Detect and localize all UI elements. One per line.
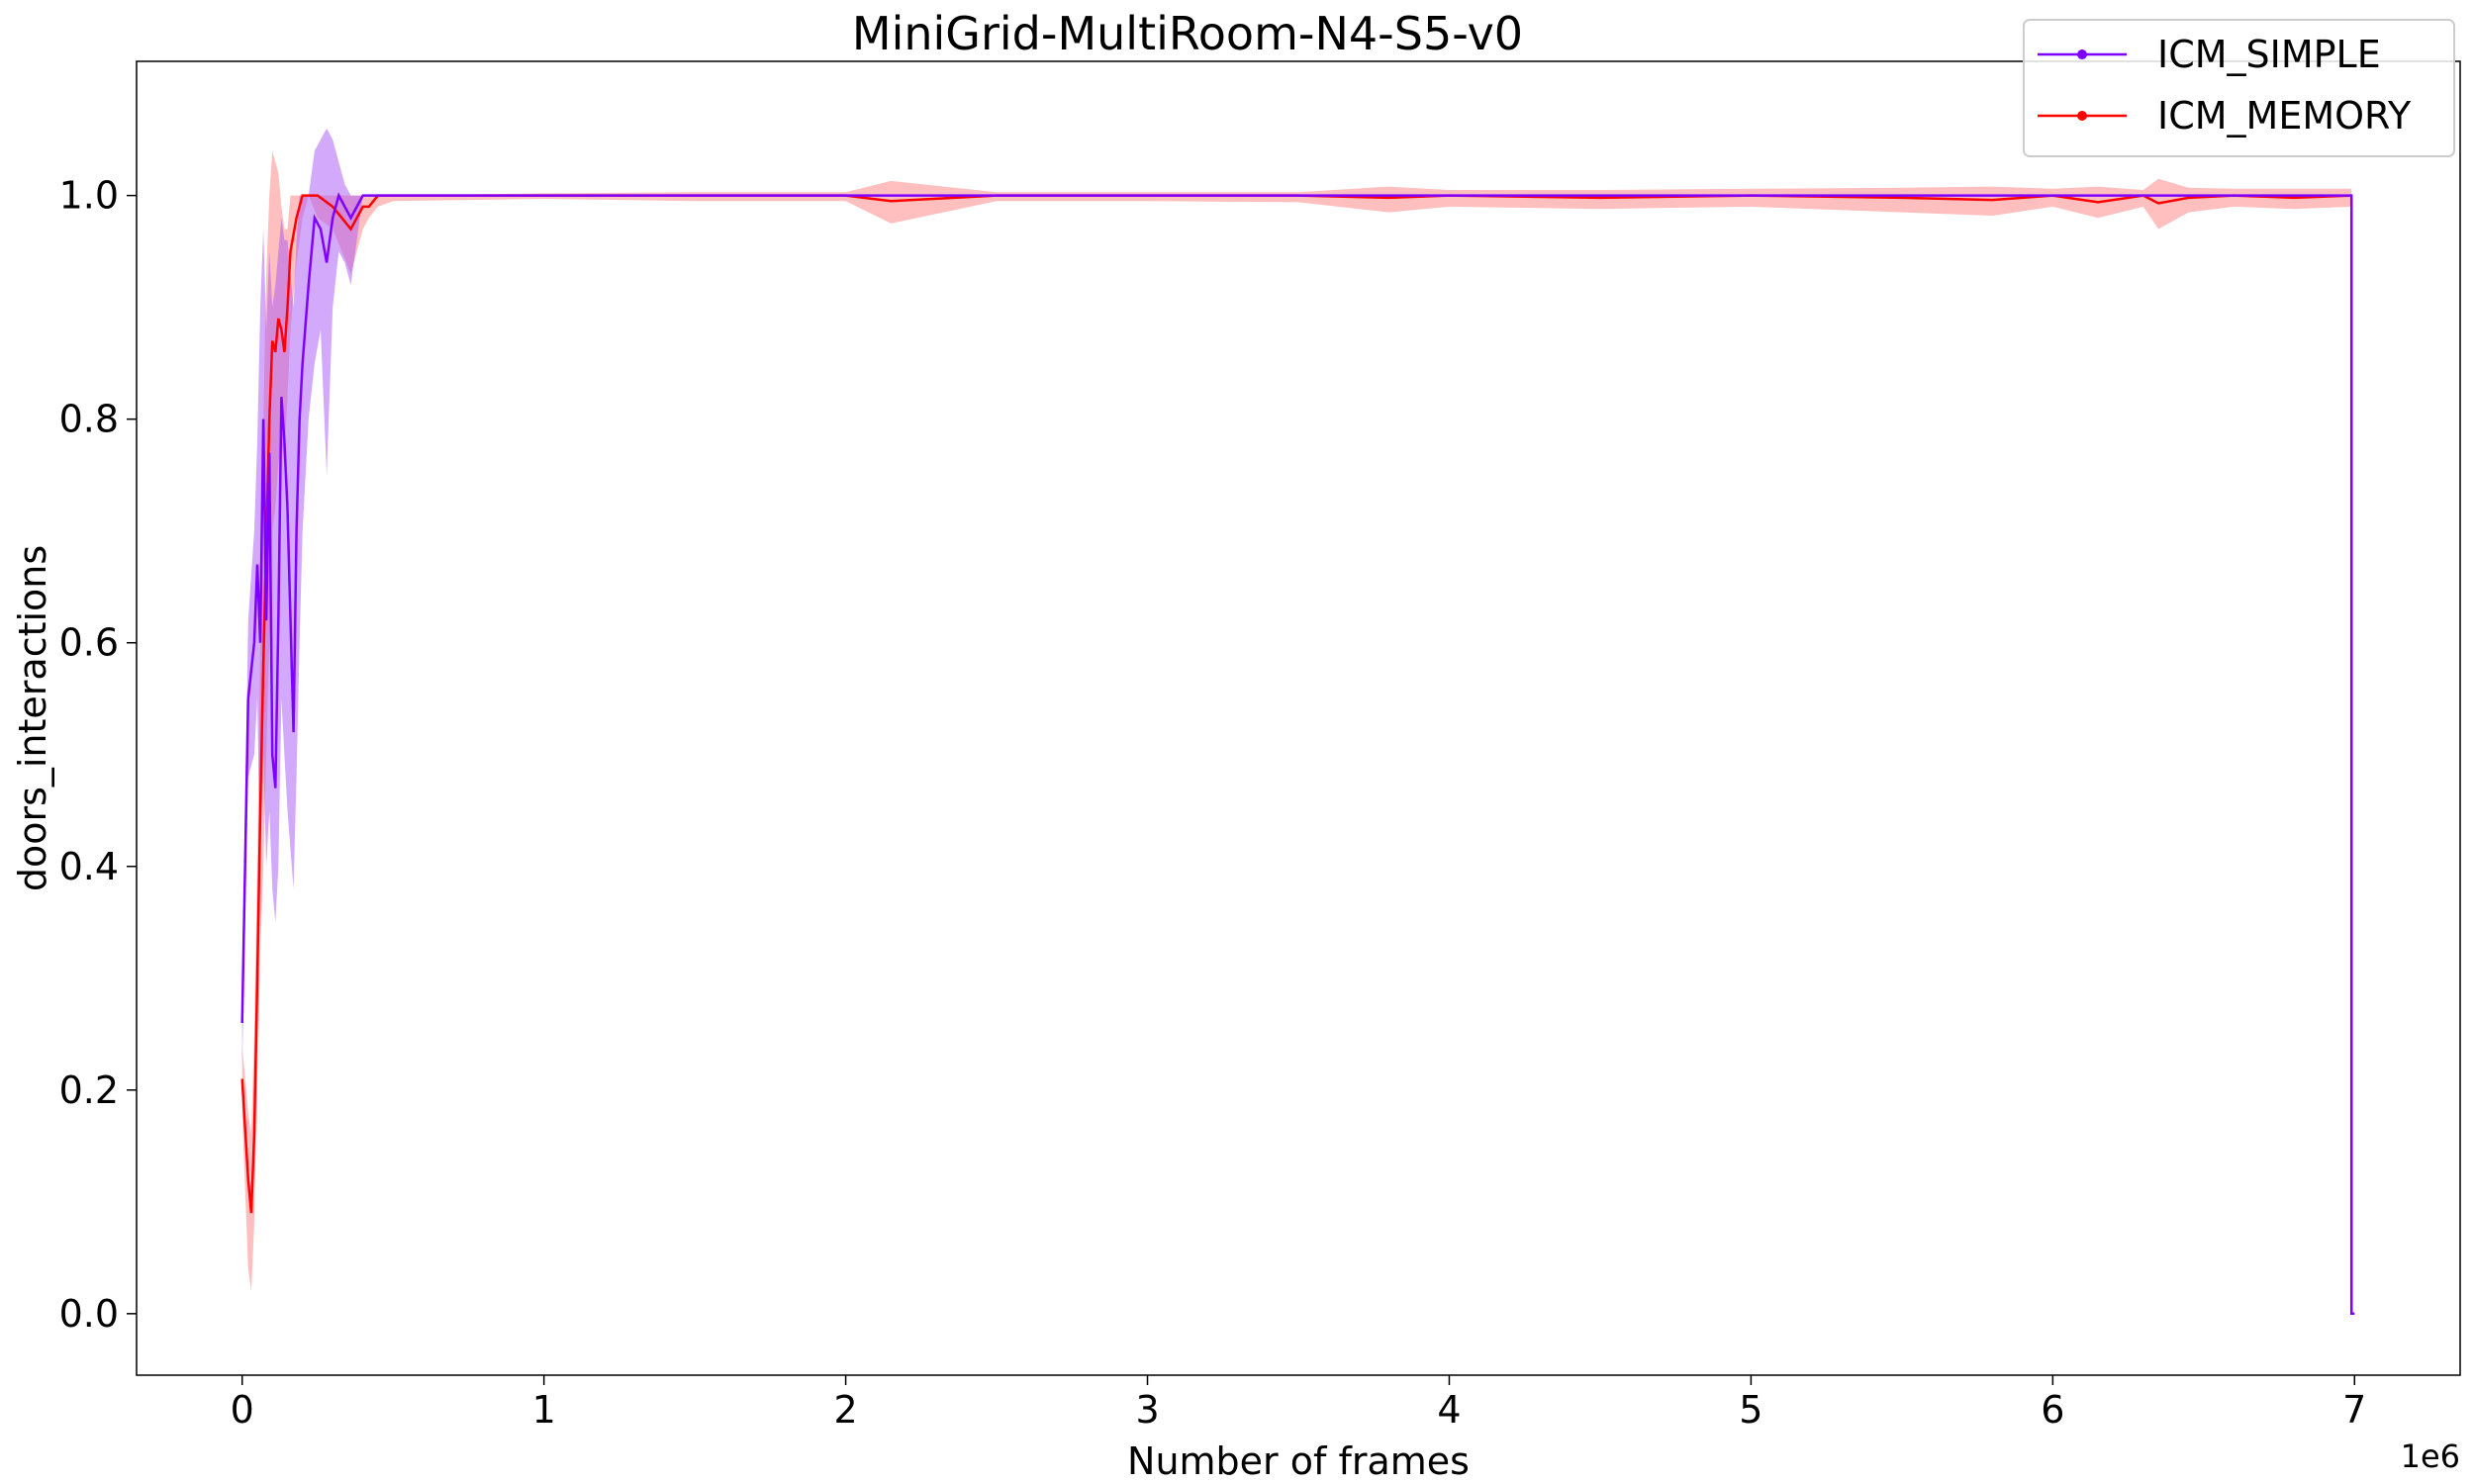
legend-swatch-marker	[2077, 111, 2087, 121]
x-axis-offset-label: 1e6	[2401, 1438, 2460, 1475]
band-icm-memory	[241, 150, 2352, 1292]
y-tick-label: 0.6	[59, 621, 119, 665]
legend: ICM_SIMPLE ICM_MEMORY	[2023, 19, 2455, 157]
y-axis-label: doors_interactions	[11, 545, 54, 891]
band-icm-simple	[241, 128, 2355, 1314]
y-tick-label: 1.0	[59, 174, 119, 218]
x-axis-ticks: 0 1 2 3 4 5 6 7	[231, 1375, 2366, 1432]
x-tick-label: 6	[2041, 1388, 2064, 1432]
line-icm-simple	[240, 192, 2355, 1316]
y-tick-label: 0.8	[59, 398, 119, 441]
chart-title: MiniGrid-MultiRoom-N4-S5-v0	[852, 7, 1523, 60]
y-tick-label: 0.2	[59, 1068, 119, 1112]
x-tick-label: 0	[231, 1388, 254, 1432]
line-icm-memory	[240, 194, 2352, 1214]
legend-label: ICM_SIMPLE	[2157, 33, 2381, 76]
x-tick-label: 4	[1437, 1388, 1461, 1432]
y-tick-label: 0.0	[59, 1292, 119, 1336]
y-tick-label: 0.4	[59, 845, 119, 888]
x-tick-label: 7	[2342, 1388, 2366, 1432]
x-tick-label: 1	[532, 1388, 556, 1432]
x-tick-label: 5	[1739, 1388, 1762, 1432]
series-lines	[240, 192, 2355, 1316]
x-axis-label: Number of frames	[1127, 1439, 1470, 1483]
legend-label: ICM_MEMORY	[2157, 94, 2412, 138]
confidence-bands	[241, 128, 2355, 1314]
legend-box	[2023, 19, 2455, 157]
legend-swatch-marker	[2077, 49, 2087, 59]
x-tick-label: 2	[834, 1388, 858, 1432]
y-axis-ticks: 0.0 0.2 0.4 0.6 0.8 1.0	[59, 174, 137, 1336]
x-tick-label: 3	[1135, 1388, 1159, 1432]
plot-frame	[136, 60, 2461, 1376]
